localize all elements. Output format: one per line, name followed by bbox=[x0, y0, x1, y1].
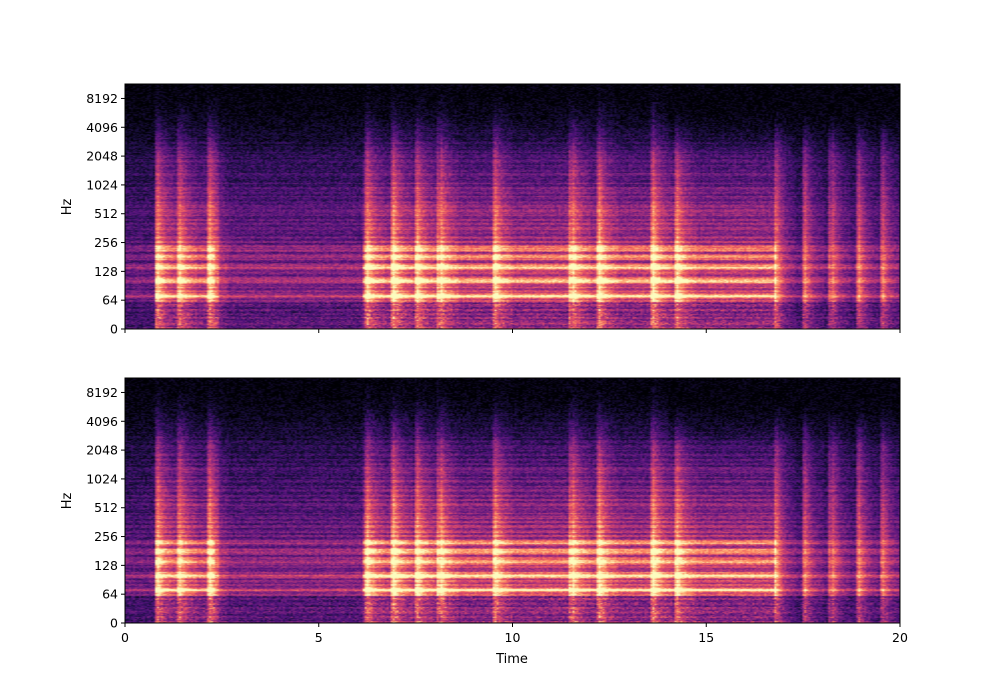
x-tick-label: 5 bbox=[315, 630, 323, 645]
y-tick-label: 1024 bbox=[86, 471, 118, 486]
y-tick-label: 4096 bbox=[86, 414, 118, 429]
y-tick-label: 512 bbox=[94, 206, 118, 221]
top-y-ticks: 0 64 128 256 512 1024 2048 4096 8192 bbox=[86, 91, 125, 337]
y-tick-label: 0 bbox=[110, 616, 118, 631]
y-tick-label: 2048 bbox=[86, 443, 118, 458]
x-tick-label: 20 bbox=[892, 630, 908, 645]
bottom-panel: 0 64 128 256 512 1024 2048 4096 8192 0 5 10 15 20 Hz… bbox=[60, 377, 908, 667]
y-tick-label: 256 bbox=[94, 235, 118, 250]
y-tick-label: 2048 bbox=[86, 149, 118, 164]
bottom-x-ticks: 0 5 10 15 20 bbox=[121, 623, 908, 645]
top-x-ticks bbox=[124, 329, 901, 333]
y-tick-label: 8192 bbox=[86, 91, 118, 106]
y-tick-label: 256 bbox=[94, 529, 118, 544]
y-tick-label: 4096 bbox=[86, 120, 118, 135]
top-y-axis-label: Hz bbox=[60, 199, 75, 216]
x-tick-label: 0 bbox=[121, 630, 129, 645]
x-tick-label: 15 bbox=[698, 630, 714, 645]
y-tick-label: 1024 bbox=[86, 177, 118, 192]
y-tick-label: 512 bbox=[94, 500, 118, 515]
y-tick-label: 128 bbox=[94, 558, 118, 573]
bottom-y-axis-label: Hz bbox=[60, 493, 75, 510]
bottom-spectrogram-image bbox=[125, 378, 900, 623]
top-panel: 0 64 128 256 512 1024 2048 4096 8192 Hz bbox=[60, 83, 901, 337]
y-tick-label: 8192 bbox=[86, 385, 118, 400]
y-tick-label: 64 bbox=[102, 587, 118, 602]
top-spectrogram-image bbox=[125, 84, 900, 329]
y-tick-label: 128 bbox=[94, 264, 118, 279]
x-axis-label: Time bbox=[495, 652, 528, 667]
y-tick-label: 64 bbox=[102, 293, 118, 308]
bottom-y-ticks: 0 64 128 256 512 1024 2048 4096 8192 bbox=[86, 385, 125, 631]
x-tick-label: 10 bbox=[505, 630, 521, 645]
y-tick-label: 0 bbox=[110, 322, 118, 337]
